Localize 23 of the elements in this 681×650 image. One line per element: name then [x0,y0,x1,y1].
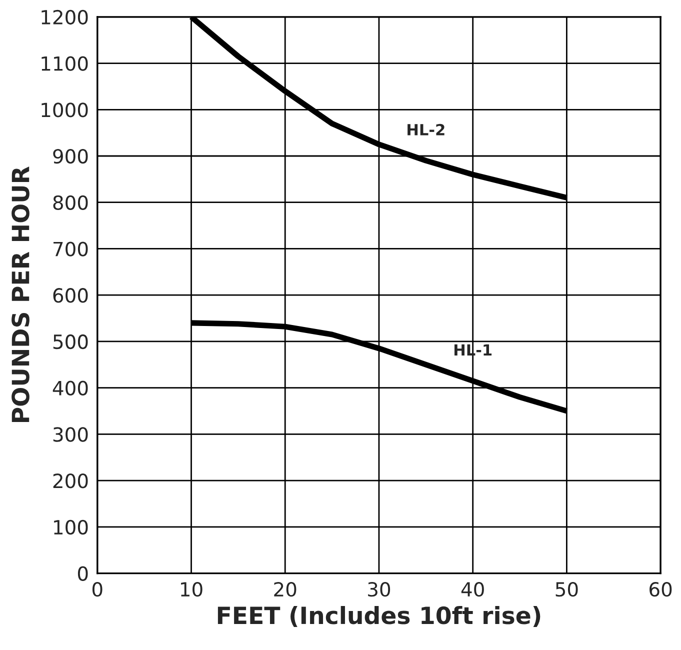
x-tick-label: 50 [556,582,578,597]
y-tick-label: 900 [53,148,88,164]
x-tick-label: 10 [181,582,202,597]
x-axis-title: FEET (Includes 10ft rise) [218,606,540,628]
y-tick-label: 1000 [42,102,88,118]
x-tick-label: 60 [650,582,672,597]
x-tick-label: 0 [92,582,102,597]
y-tick-label: 800 [53,195,88,210]
x-tick-label: 30 [368,582,390,597]
y-tick-label: 100 [54,520,88,535]
y-tick-label: 1100 [42,56,88,71]
y-axis-title: POUNDS PER HOUR [12,166,30,422]
y-tick-label: 400 [52,380,88,396]
y-tick-label: 700 [54,242,88,256]
y-tick-label: 500 [53,334,88,350]
y-tick-label: 0 [78,566,88,581]
y-tick-label: 600 [53,288,88,303]
x-tick-label: 40 [461,582,484,597]
y-tick-label: 200 [53,474,88,488]
annotation: HL-2 [408,124,444,136]
y-tick-label: 300 [53,427,88,442]
y-tick-label: 1200 [42,10,88,25]
x-tick-label: 20 [274,582,296,597]
